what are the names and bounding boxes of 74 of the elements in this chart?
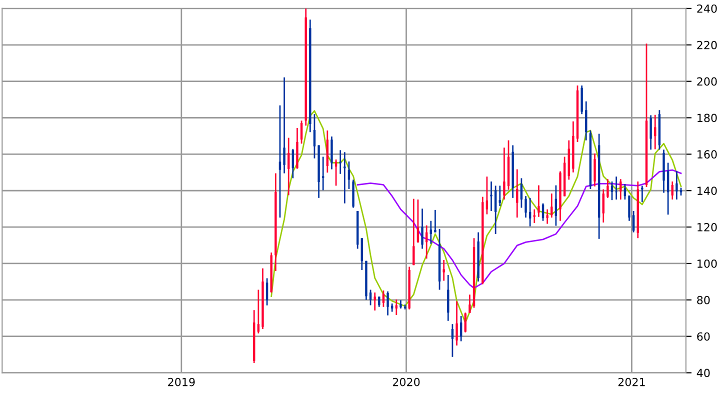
candlestick <box>292 148 294 179</box>
candlestick <box>606 178 609 199</box>
candlestick <box>412 198 415 266</box>
candlestick <box>430 220 432 245</box>
y-tick-label: 200 <box>697 77 717 86</box>
y-tick-label: 60 <box>697 332 710 341</box>
candlestick <box>632 210 635 234</box>
candlestick <box>447 274 450 322</box>
candlestick <box>395 298 398 316</box>
candlestick <box>486 176 488 215</box>
candlestick <box>520 178 523 208</box>
candlestick <box>528 197 532 228</box>
candlestick <box>615 176 618 200</box>
candlestick <box>594 152 596 188</box>
candlestick <box>610 180 614 201</box>
candlestick <box>666 162 670 216</box>
candlestick <box>628 194 630 222</box>
candlestick <box>503 146 506 200</box>
candlestick <box>641 185 644 203</box>
y-tick-label: 180 <box>698 114 717 122</box>
y-tick-label: 220 <box>697 40 717 50</box>
candlestick <box>533 208 536 224</box>
candlestick <box>386 290 389 316</box>
candlestick <box>538 184 540 218</box>
candlestick <box>330 136 333 170</box>
candlestick <box>490 180 492 212</box>
candlestick <box>339 149 342 175</box>
candlestick <box>434 209 436 234</box>
candlestick <box>334 158 338 186</box>
candlestick <box>602 188 604 224</box>
y-tick-label: 100 <box>698 259 717 268</box>
candlestick <box>374 292 376 312</box>
candlestick <box>468 294 471 314</box>
line-series <box>356 169 682 289</box>
candlestick <box>654 114 656 150</box>
candlestick <box>456 300 458 346</box>
candlestick <box>382 290 385 308</box>
y-tick-label: 240 <box>697 4 717 13</box>
candlestick <box>464 312 467 334</box>
candlestick <box>516 168 518 218</box>
candlestick <box>498 185 501 207</box>
x-tick-label: 2020 <box>392 378 420 386</box>
candlestick <box>283 76 286 174</box>
x-tick-label: 2021 <box>618 378 645 386</box>
candlestick <box>442 259 445 282</box>
candlestick <box>322 156 324 191</box>
x-tick-label: 2019 <box>168 378 195 386</box>
candlestick <box>546 208 548 224</box>
candlestick <box>287 137 290 196</box>
candlestick <box>676 170 678 200</box>
candlestick <box>421 208 424 250</box>
candlestick <box>494 185 497 235</box>
y-tick-label: 40 <box>696 368 710 378</box>
candlestick <box>344 151 346 204</box>
candlestick <box>460 315 462 342</box>
candlestick <box>278 104 282 218</box>
candlestick <box>369 289 372 306</box>
candlestick <box>620 178 622 200</box>
candlestick <box>257 289 260 334</box>
candlestick <box>451 323 454 358</box>
line-series <box>270 110 682 324</box>
candlestick <box>300 120 303 144</box>
y-tick-label: 160 <box>698 150 717 159</box>
candlestick <box>585 100 588 142</box>
candlestick <box>360 237 364 271</box>
y-tick-label: 140 <box>698 186 717 195</box>
candlestick <box>524 195 527 218</box>
y-tick-label: 120 <box>698 223 717 232</box>
candlestick <box>650 114 652 150</box>
candlestick <box>378 296 380 308</box>
candlestick <box>266 278 268 306</box>
candlestick <box>580 84 583 115</box>
candlestick <box>313 113 316 160</box>
y-tick-label: 80 <box>697 296 710 304</box>
